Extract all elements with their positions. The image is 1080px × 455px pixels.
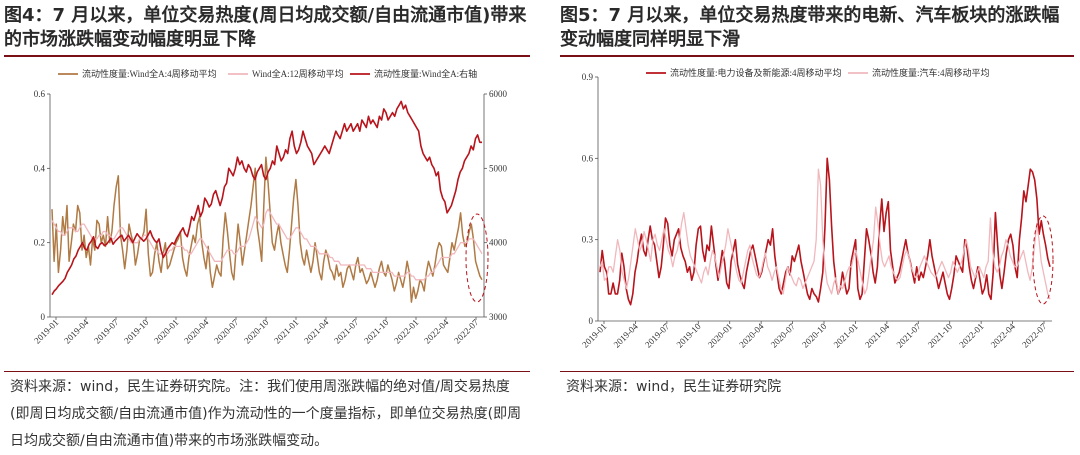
x-tick-label: 2019-07 [643,321,672,350]
x-tick-label: 2021-07 [332,317,361,346]
y-tick-label: 0.2 [34,238,45,248]
x-tick-label: 2020-07 [212,317,241,346]
y-tick-label: 0 [41,312,46,322]
series-line-0 [599,157,1051,306]
series-line-0 [51,156,483,303]
legend-label-0: 流动性度量:电力设备及新能源:4周移动平均 [670,67,842,78]
x-tick-label: 2022-01 [957,321,985,349]
legend-label-1: Wind全A:12周移动平均 [252,68,344,79]
x-tick-label: 2019-10 [674,321,703,350]
figure-4-title-rule [4,55,530,57]
x-tick-label: 2020-04 [182,317,211,346]
x-tick-label: 2020-04 [737,321,766,350]
y-tick-label: 0 [589,316,594,326]
series-line-1 [599,168,1051,300]
series-line-1 [51,208,483,281]
x-tick-label: 2021-10 [362,317,391,346]
series-line-2 [51,100,482,296]
x-tick-label: 2022-04 [989,321,1018,350]
figure-4-source-note: 资料来源：wind，民生证券研究院。注：我们使用周涨跌幅的绝对值/周交易热度(即… [10,379,522,449]
x-tick-label: 2022-04 [422,317,451,346]
figure-5-panel: 图5：7 月以来，单位交易热度带来的电新、汽车板块的涨跌幅变动幅度同样明显下滑 … [556,0,1080,453]
y-tick-label: 0.6 [34,89,46,99]
legend-label-2: 流动性度量:Wind全A:右轴 [374,68,477,79]
figure-5-source-rule [560,371,1074,372]
y-tick-label: 0.3 [582,235,594,245]
x-tick-label: 2021-07 [894,321,923,350]
x-tick-label: 2022-07 [452,317,481,346]
x-tick-label: 2019-10 [122,317,151,346]
x-tick-label: 2022-07 [1020,321,1049,350]
x-tick-label: 2020-07 [769,321,798,350]
figure-5-title: 图5：7 月以来，单位交易热度带来的电新、汽车板块的涨跌幅变动幅度同样明显下滑 [560,5,1060,50]
y-tick-label: 0.6 [582,153,594,163]
figure-5-source-note: 资料来源：wind，民生证券研究院 [566,379,782,395]
figure-4-chart: 0 0.2 0.4 0.6 3000 4000 5000 6000 2019-01 2019-04… [32,68,508,346]
x-tick-label: 2020-01 [706,321,734,349]
x-tick-label: 2022-01 [392,317,420,345]
y-right-tick-label: 6000 [489,89,508,99]
x-tick-label: 2020-10 [242,317,271,346]
y-tick-label: 0.9 [582,72,594,82]
x-tick-label: 2021-01 [272,317,300,345]
y-right-tick-label: 5000 [489,163,508,173]
figure-4-source-rule [4,371,530,372]
y-tick-label: 0.4 [34,163,46,173]
highlight-ellipse [1032,215,1054,305]
x-tick-label: 2019-04 [612,321,641,350]
highlight-ellipse [465,213,489,303]
y-right-tick-label: 4000 [489,238,508,248]
legend-label-0: 流动性度量:Wind全A:4周移动平均 [82,68,217,79]
x-tick-label: 2019-07 [92,317,121,346]
x-tick-label: 2021-04 [863,321,892,350]
x-tick-label: 2019-01 [32,317,60,345]
x-tick-label: 2021-01 [832,321,860,349]
legend-label-1: 流动性度量:汽车:4周移动平均 [872,67,990,78]
figure-4-title: 图4：7 月以来，单位交易热度(周日均成交额/自由流通市值)带来的市场涨跌幅变动… [4,5,527,50]
figure-4-panel: 图4：7 月以来，单位交易热度(周日均成交额/自由流通市值)带来的市场涨跌幅变动… [0,0,536,453]
x-tick-label: 2019-04 [62,317,91,346]
x-tick-label: 2019-01 [580,321,608,349]
y-right-tick-label: 3000 [489,312,508,322]
x-tick-label: 2021-04 [302,317,331,346]
figure-5-title-rule [560,55,1074,57]
x-tick-label: 2020-01 [152,317,180,345]
x-tick-label: 2020-10 [800,321,829,350]
x-tick-label: 2021-10 [926,321,955,350]
